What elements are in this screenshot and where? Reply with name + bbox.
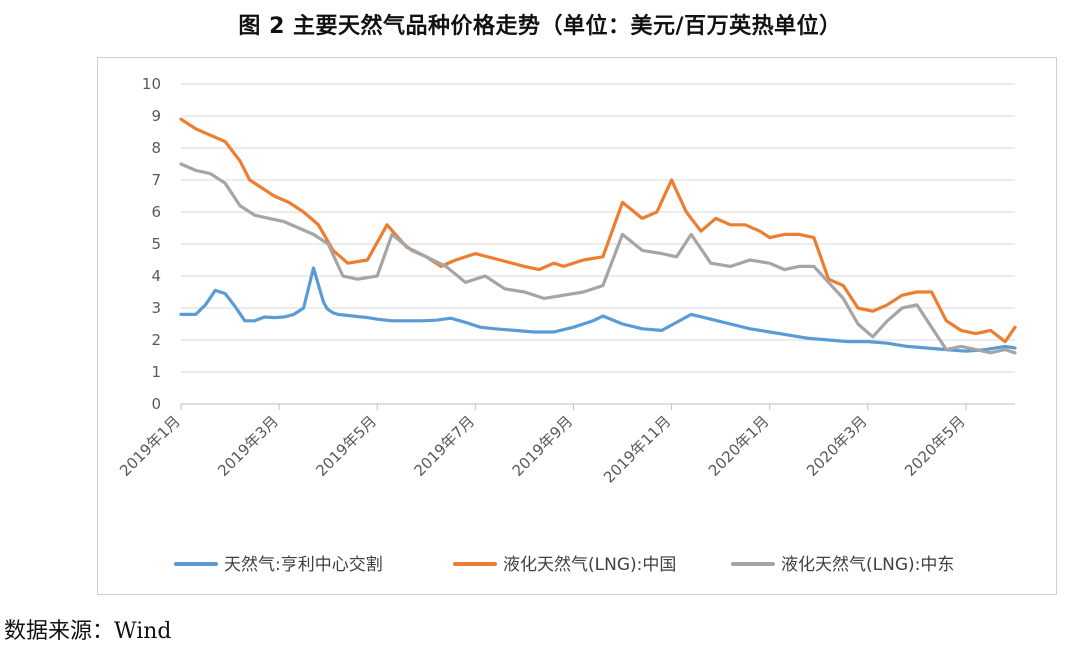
- series-line-1: [179, 266, 1017, 353]
- x-tick-label: 2020年1月: [705, 412, 773, 480]
- series-line-2: [179, 117, 1017, 344]
- legend-label-2: 液化天然气(LNG):中国: [503, 555, 676, 575]
- y-tick-label: 9: [151, 107, 161, 125]
- x-tick-label: 2019年5月: [312, 412, 380, 480]
- x-tick-label: 2019年1月: [116, 412, 184, 480]
- x-tick-label: 2019年3月: [214, 412, 282, 480]
- y-tick-label: 4: [151, 267, 161, 285]
- source-note: 数据来源：Wind: [4, 619, 172, 644]
- y-tick-label: 10: [142, 75, 161, 93]
- y-tick-label: 1: [151, 363, 161, 381]
- y-tick-label: 5: [151, 235, 161, 253]
- y-tick-label: 8: [151, 139, 161, 157]
- x-tick-label: 2020年3月: [803, 412, 871, 480]
- y-tick-label: 7: [151, 171, 161, 189]
- y-tick-label: 0: [151, 395, 161, 413]
- x-tick-label: 2019年7月: [410, 412, 478, 480]
- y-tick-label: 3: [151, 299, 161, 317]
- y-tick-label: 2: [151, 331, 161, 349]
- y-tick-label: 6: [151, 203, 161, 221]
- legend-label-3: 液化天然气(LNG):中东: [781, 555, 954, 575]
- x-tick-label: 2020年5月: [901, 412, 969, 480]
- chart-title: 图 2 主要天然气品种价格走势（单位：美元/百万英热单位）: [238, 14, 842, 39]
- series-line-3: [179, 162, 1017, 355]
- legend-label-1: 天然气:亨利中心交割: [224, 555, 383, 575]
- x-tick-label: 2019年9月: [509, 412, 577, 480]
- x-tick-label: 2019年11月: [600, 412, 674, 486]
